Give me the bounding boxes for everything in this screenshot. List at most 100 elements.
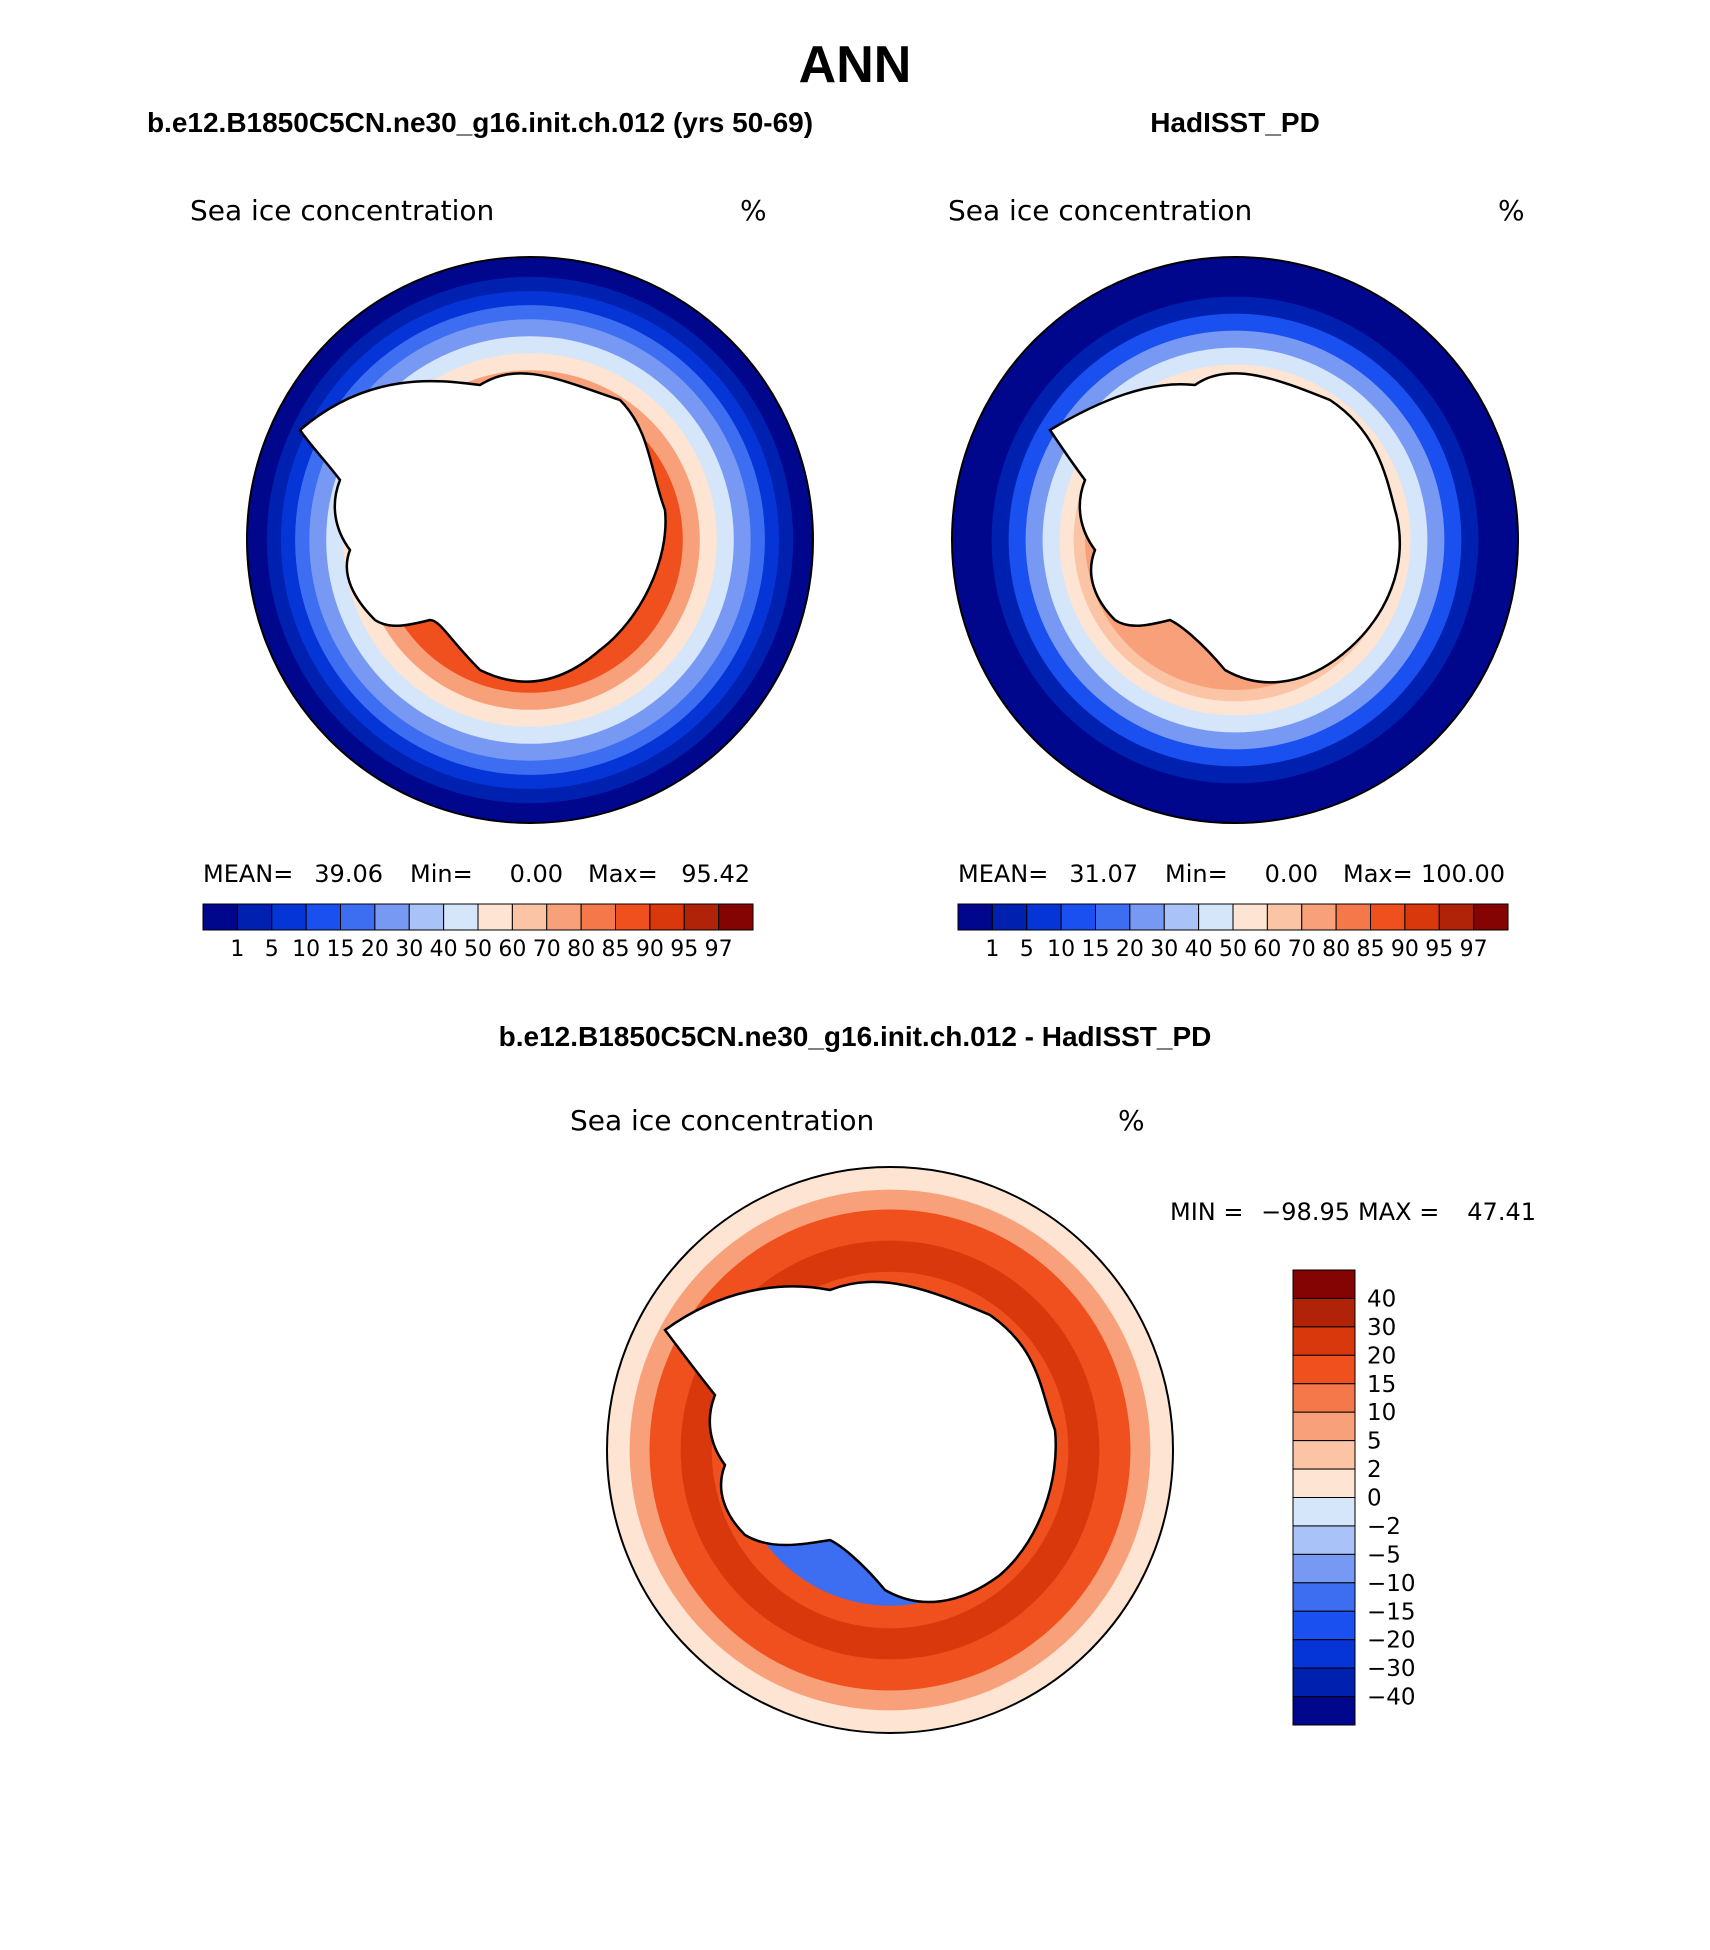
panel-diff: b.e12.B1850C5CN.ne30_g16.init.ch.012 - H…: [499, 1021, 1536, 1734]
colorbar-swatch: [1163, 903, 1200, 931]
colorbar-swatch: [1095, 903, 1131, 931]
panel-obs-mean-label: MEAN=: [958, 860, 1048, 888]
colorbar-swatch: [1292, 1411, 1356, 1442]
colorbar-tick-label: 40: [430, 937, 458, 962]
panel-diff-units: %: [1118, 1104, 1145, 1137]
colorbar-swatch: [305, 903, 342, 931]
panel-obs-units: %: [1498, 194, 1525, 227]
colorbar-swatch: [1026, 903, 1062, 931]
panel-diff-max-label: MAX =: [1358, 1198, 1439, 1226]
colorbar-tick-label: 30: [1367, 1315, 1396, 1341]
panel-obs-stats: MEAN= 31.07 Min= 0.00 Max= 100.00: [958, 860, 1505, 888]
panel-diff-max-value: 47.41: [1467, 1198, 1536, 1226]
colorbar-tick-label: 30: [1150, 937, 1178, 962]
colorbar-swatch: [1232, 903, 1268, 931]
colorbar-tick-label: 10: [1047, 937, 1075, 962]
panel-obs-max-label: Max=: [1343, 860, 1413, 888]
colorbar-tick-label: 80: [1322, 937, 1350, 962]
colorbar-tick-label: 85: [1357, 937, 1385, 962]
colorbar-swatch: [1292, 1297, 1356, 1328]
panel-diff-min-label: MIN =: [1170, 1198, 1243, 1226]
colorbar-swatch: [1292, 1696, 1356, 1726]
panel-model-max-value: 95.42: [681, 860, 750, 888]
colorbar-tick-label: 97: [1460, 937, 1488, 962]
panel-obs-map: [951, 256, 1519, 824]
panel-model-map-frame: [246, 256, 814, 824]
panel-model-min-value: 0.00: [510, 860, 563, 888]
colorbar-tick-label: −30: [1367, 1656, 1416, 1682]
colorbar-swatch: [957, 903, 993, 931]
colorbar-swatch: [649, 903, 685, 931]
panel-obs-variable: Sea ice concentration: [948, 194, 1252, 227]
colorbar-swatch: [202, 903, 238, 931]
colorbar-swatch: [1292, 1269, 1356, 1299]
colorbar-tick-label: 30: [395, 937, 423, 962]
colorbar-tick-label: 95: [1425, 937, 1453, 962]
panel-model-title: b.e12.B1850C5CN.ne30_g16.init.ch.012 (yr…: [147, 107, 813, 138]
colorbar-swatch: [1292, 1354, 1356, 1385]
colorbar-tick-label: −2: [1367, 1514, 1401, 1540]
colorbar-swatch: [580, 903, 617, 931]
colorbar-tick-label: 0: [1367, 1486, 1382, 1512]
panel-model-map: [246, 256, 814, 824]
colorbar-tick-label: −40: [1367, 1685, 1416, 1711]
colorbar-tick-label: 1: [985, 937, 999, 962]
colorbar-swatch: [1292, 1497, 1356, 1527]
panel-model-mean-label: MEAN=: [203, 860, 293, 888]
colorbar-tick-label: −10: [1367, 1571, 1416, 1597]
colorbar-swatch: [718, 903, 754, 931]
colorbar-tick-label: 90: [636, 937, 664, 962]
colorbar-swatch: [1292, 1525, 1356, 1555]
panel-model-max-label: Max=: [588, 860, 658, 888]
colorbar-tick-label: 5: [1020, 937, 1034, 962]
page-title: ANN: [799, 36, 912, 94]
colorbar-swatch: [443, 903, 479, 931]
panel-model-variable: Sea ice concentration: [190, 194, 494, 227]
colorbar-swatch: [1198, 903, 1234, 931]
panel-model-colorbar: 1 5 10 15 20 30 40 50 60 70 80 85 90 95 97: [202, 903, 754, 962]
colorbar-tick-label: 50: [464, 937, 492, 962]
colorbar-tick-label: −15: [1367, 1599, 1416, 1625]
panel-model-min-label: Min=: [410, 860, 473, 888]
panel-obs-min-label: Min=: [1165, 860, 1228, 888]
colorbar-tick-label: 5: [1367, 1429, 1382, 1455]
colorbar-swatch: [1292, 1553, 1356, 1584]
colorbar-tick-label: 1: [230, 937, 244, 962]
colorbar-swatch: [1292, 1326, 1356, 1356]
colorbar-swatch: [683, 903, 720, 931]
colorbar-tick-label: 60: [1253, 937, 1281, 962]
colorbar-tick-label: 95: [670, 937, 698, 962]
panel-diff-stats: MIN = −98.95 MAX = 47.41: [1170, 1198, 1536, 1226]
colorbar-tick-label: −20: [1367, 1628, 1416, 1654]
panel-diff-title: b.e12.B1850C5CN.ne30_g16.init.ch.012 - H…: [499, 1021, 1212, 1052]
colorbar-tick-label: 20: [361, 937, 389, 962]
colorbar-swatch: [1266, 903, 1303, 931]
colorbar-tick-label: 15: [327, 937, 355, 962]
colorbar-swatch: [615, 903, 651, 931]
colorbar-tick-label: 5: [265, 937, 279, 962]
colorbar-swatch: [546, 903, 582, 931]
panel-obs: HadISST_PD Sea ice concentration % MEAN=…: [948, 107, 1525, 962]
colorbar-swatch: [408, 903, 445, 931]
colorbar-swatch: [1335, 903, 1372, 931]
colorbar-swatch: [991, 903, 1028, 931]
colorbar-swatch: [1301, 903, 1337, 931]
colorbar-swatch: [1370, 903, 1406, 931]
colorbar-swatch: [1129, 903, 1165, 931]
colorbar-swatch: [477, 903, 513, 931]
colorbar-tick-label: 10: [1367, 1400, 1396, 1426]
colorbar-tick-label: 80: [567, 937, 595, 962]
colorbar-tick-label: 10: [292, 937, 320, 962]
panel-diff-variable: Sea ice concentration: [570, 1104, 874, 1137]
panel-obs-max-value: 100.00: [1421, 860, 1505, 888]
colorbar-swatch: [340, 903, 376, 931]
panel-obs-title: HadISST_PD: [1150, 107, 1320, 138]
panel-diff-map: [606, 1166, 1174, 1734]
colorbar-tick-label: 15: [1367, 1372, 1396, 1398]
colorbar-tick-label: 85: [602, 937, 630, 962]
colorbar-tick-label: 97: [705, 937, 733, 962]
colorbar-swatch: [1292, 1383, 1356, 1413]
panel-diff-map-frame: [606, 1166, 1174, 1734]
panel-diff-min-value: −98.95: [1261, 1198, 1350, 1226]
